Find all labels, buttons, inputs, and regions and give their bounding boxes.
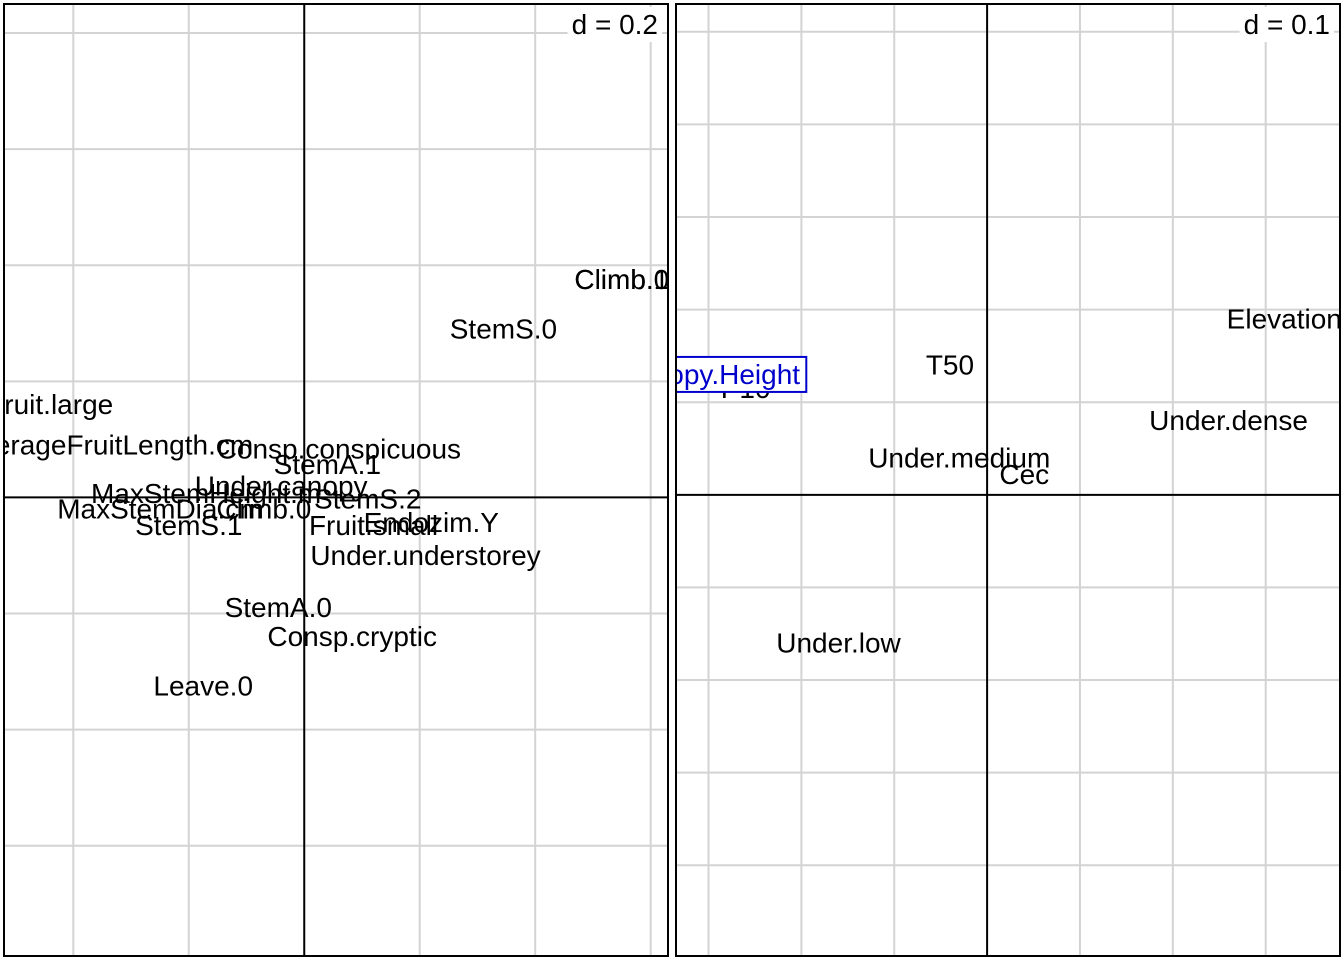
point-label-text: Under.canopy (195, 470, 368, 501)
point-label-text: Cec (999, 459, 1049, 490)
point-label: Climb.1 (574, 264, 669, 295)
point-label-text: StemA.1 (274, 449, 381, 480)
point-label-text: Under.low (776, 627, 901, 658)
point-label: StemS.0 (450, 314, 557, 345)
right-panel: d = 0.1ElevationT50P10Canopy.HeightUnder… (617, 3, 1342, 957)
highlighted-point-label: Canopy.Height (617, 355, 808, 393)
point-label-text: AverageFruitLength.cm (0, 430, 253, 461)
point-label: Endozim.Y (364, 507, 500, 538)
point-label-text: StemS.2 (314, 484, 421, 515)
panel-frame (3, 3, 669, 957)
scale-label: d = 0.1 (1244, 9, 1330, 40)
point-label-text: Consp.cryptic (267, 621, 437, 652)
point-label-text: Fruit.small (309, 510, 438, 541)
point-label: Consp.conspicuous (217, 434, 461, 465)
point-label-text: Under.dense (1149, 405, 1308, 436)
point-label: Climb.0 (216, 494, 311, 525)
point-labels: Climb.0Climb.1StemS.0Fruit.largeAverageF… (0, 264, 669, 702)
point-label-text: Fruit.large (0, 389, 113, 420)
point-label-text: Endozim.Y (364, 507, 500, 538)
point-label: Elevation (1227, 303, 1342, 334)
point-label: StemA.0 (225, 592, 332, 623)
grid-lines (4, 4, 668, 956)
point-label-text: StemS.1 (135, 510, 242, 541)
point-label: T50 (926, 350, 974, 381)
point-label: Fruit.large (0, 389, 113, 420)
scale-label-background (567, 7, 662, 42)
point-label-text: Consp.conspicuous (217, 434, 461, 465)
point-label-text: Leave.0 (153, 671, 253, 702)
highlight-box (676, 355, 808, 393)
point-label: Under.medium (868, 442, 1050, 473)
point-label-text: StemA.0 (225, 592, 332, 623)
point-label: MaxStemHeight.m (91, 478, 321, 509)
panel-frame (675, 3, 1341, 957)
point-label: StemS.2 (314, 484, 421, 515)
point-label: Under.understorey (310, 540, 540, 571)
point-label: MaxStemDia.cm (57, 494, 262, 525)
point-label: Under.canopy (195, 470, 368, 501)
point-label-text: T50 (926, 350, 974, 381)
left-panel: d = 0.2Climb.0Climb.1StemS.0Fruit.largeA… (0, 3, 669, 957)
point-label-text: Under.medium (868, 442, 1050, 473)
scale-label: d = 0.2 (572, 9, 658, 40)
point-label-text: Climb.1 (574, 264, 669, 295)
point-label: Cec (999, 459, 1049, 490)
point-label-text: Climb.0 (574, 264, 669, 295)
point-label: Under.dense (1149, 405, 1308, 436)
point-label-text: MaxStemHeight.m (91, 478, 321, 509)
point-label: Climb.0 (574, 264, 669, 295)
point-label: Leave.0 (153, 671, 253, 702)
point-label-text: StemS.0 (450, 314, 557, 345)
point-label: Fruit.small (309, 510, 438, 541)
scale-label-background (1239, 7, 1334, 42)
point-label-text: Under.understorey (310, 540, 540, 571)
grid-lines (676, 4, 1340, 956)
point-label-text: MaxStemDia.cm (57, 494, 262, 525)
point-label: AverageFruitLength.cm (0, 430, 253, 461)
point-labels: ElevationT50P10Canopy.HeightUnder.denseU… (617, 303, 1342, 658)
point-label: StemS.1 (135, 510, 242, 541)
point-label: Consp.cryptic (267, 621, 437, 652)
point-label: Under.low (776, 627, 901, 658)
point-label-text: Canopy.Height (617, 359, 800, 390)
point-label-text: Elevation (1227, 303, 1342, 334)
point-label-text: Climb.0 (216, 494, 311, 525)
point-label: StemA.1 (274, 449, 381, 480)
